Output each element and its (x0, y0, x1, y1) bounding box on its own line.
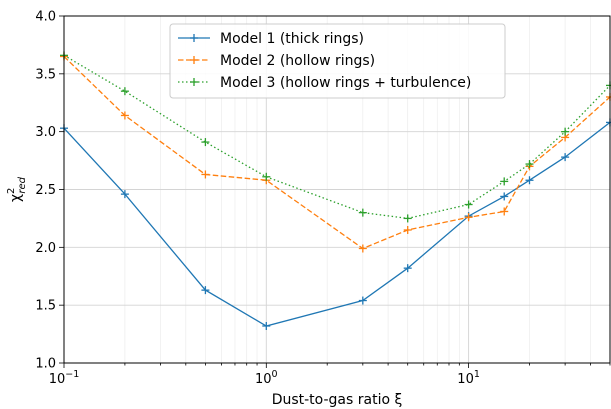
legend-label: Model 2 (hollow rings) (220, 53, 375, 69)
x-tick-label: 10−1 (49, 369, 80, 387)
axis-ticks: 1.0 1.5 2.0 2.5 3.0 3.5 4.0 10−1 100 101 (35, 10, 611, 387)
series-1 (60, 118, 611, 330)
data-point (358, 208, 367, 217)
legend-item: Model 2 (hollow rings) (178, 53, 375, 69)
series-line (63, 121, 611, 327)
data-point (561, 153, 570, 162)
data-point (403, 225, 412, 234)
data-point (464, 200, 473, 209)
x-axis-label: Dust-to-gas ratio ξ (272, 392, 403, 408)
data-point (403, 214, 412, 223)
legend-label: Model 1 (thick rings) (220, 31, 364, 47)
data-point (500, 207, 509, 216)
data-point (561, 127, 570, 136)
data-point (262, 321, 271, 330)
legend-label: Model 3 (hollow rings + turbulence) (220, 75, 471, 91)
data-point (201, 170, 210, 179)
data-point (464, 213, 473, 222)
x-tick-label: 101 (457, 369, 480, 387)
data-point (358, 244, 367, 253)
data-point (262, 172, 271, 181)
legend: Model 1 (thick rings) Model 2 (hollow rin… (169, 23, 506, 99)
data-point (525, 176, 534, 185)
data-point (120, 190, 129, 199)
legend-item: Model 3 (hollow rings + turbulence) (178, 75, 471, 91)
legend-box (169, 23, 506, 99)
data-point (201, 286, 210, 295)
data-point (201, 138, 210, 147)
y-tick-label: 1.5 (35, 299, 56, 314)
data-point (500, 192, 509, 201)
y-tick-label: 1.0 (35, 357, 56, 372)
y-tick-label: 3.5 (35, 67, 56, 82)
x-tick-label: 100 (255, 369, 278, 387)
y-tick-label: 4.0 (35, 10, 56, 25)
y-tick-label: 2.5 (35, 183, 56, 198)
data-point (358, 296, 367, 305)
data-point (120, 111, 129, 120)
data-point (500, 177, 509, 186)
legend-item: Model 1 (thick rings) (178, 31, 364, 47)
y-tick-label: 3.0 (35, 125, 56, 140)
y-tick-label: 2.0 (35, 241, 56, 256)
data-point (525, 160, 534, 169)
y-axis-label: χ2red (6, 176, 28, 202)
data-point (120, 87, 129, 96)
data-point (403, 264, 412, 273)
